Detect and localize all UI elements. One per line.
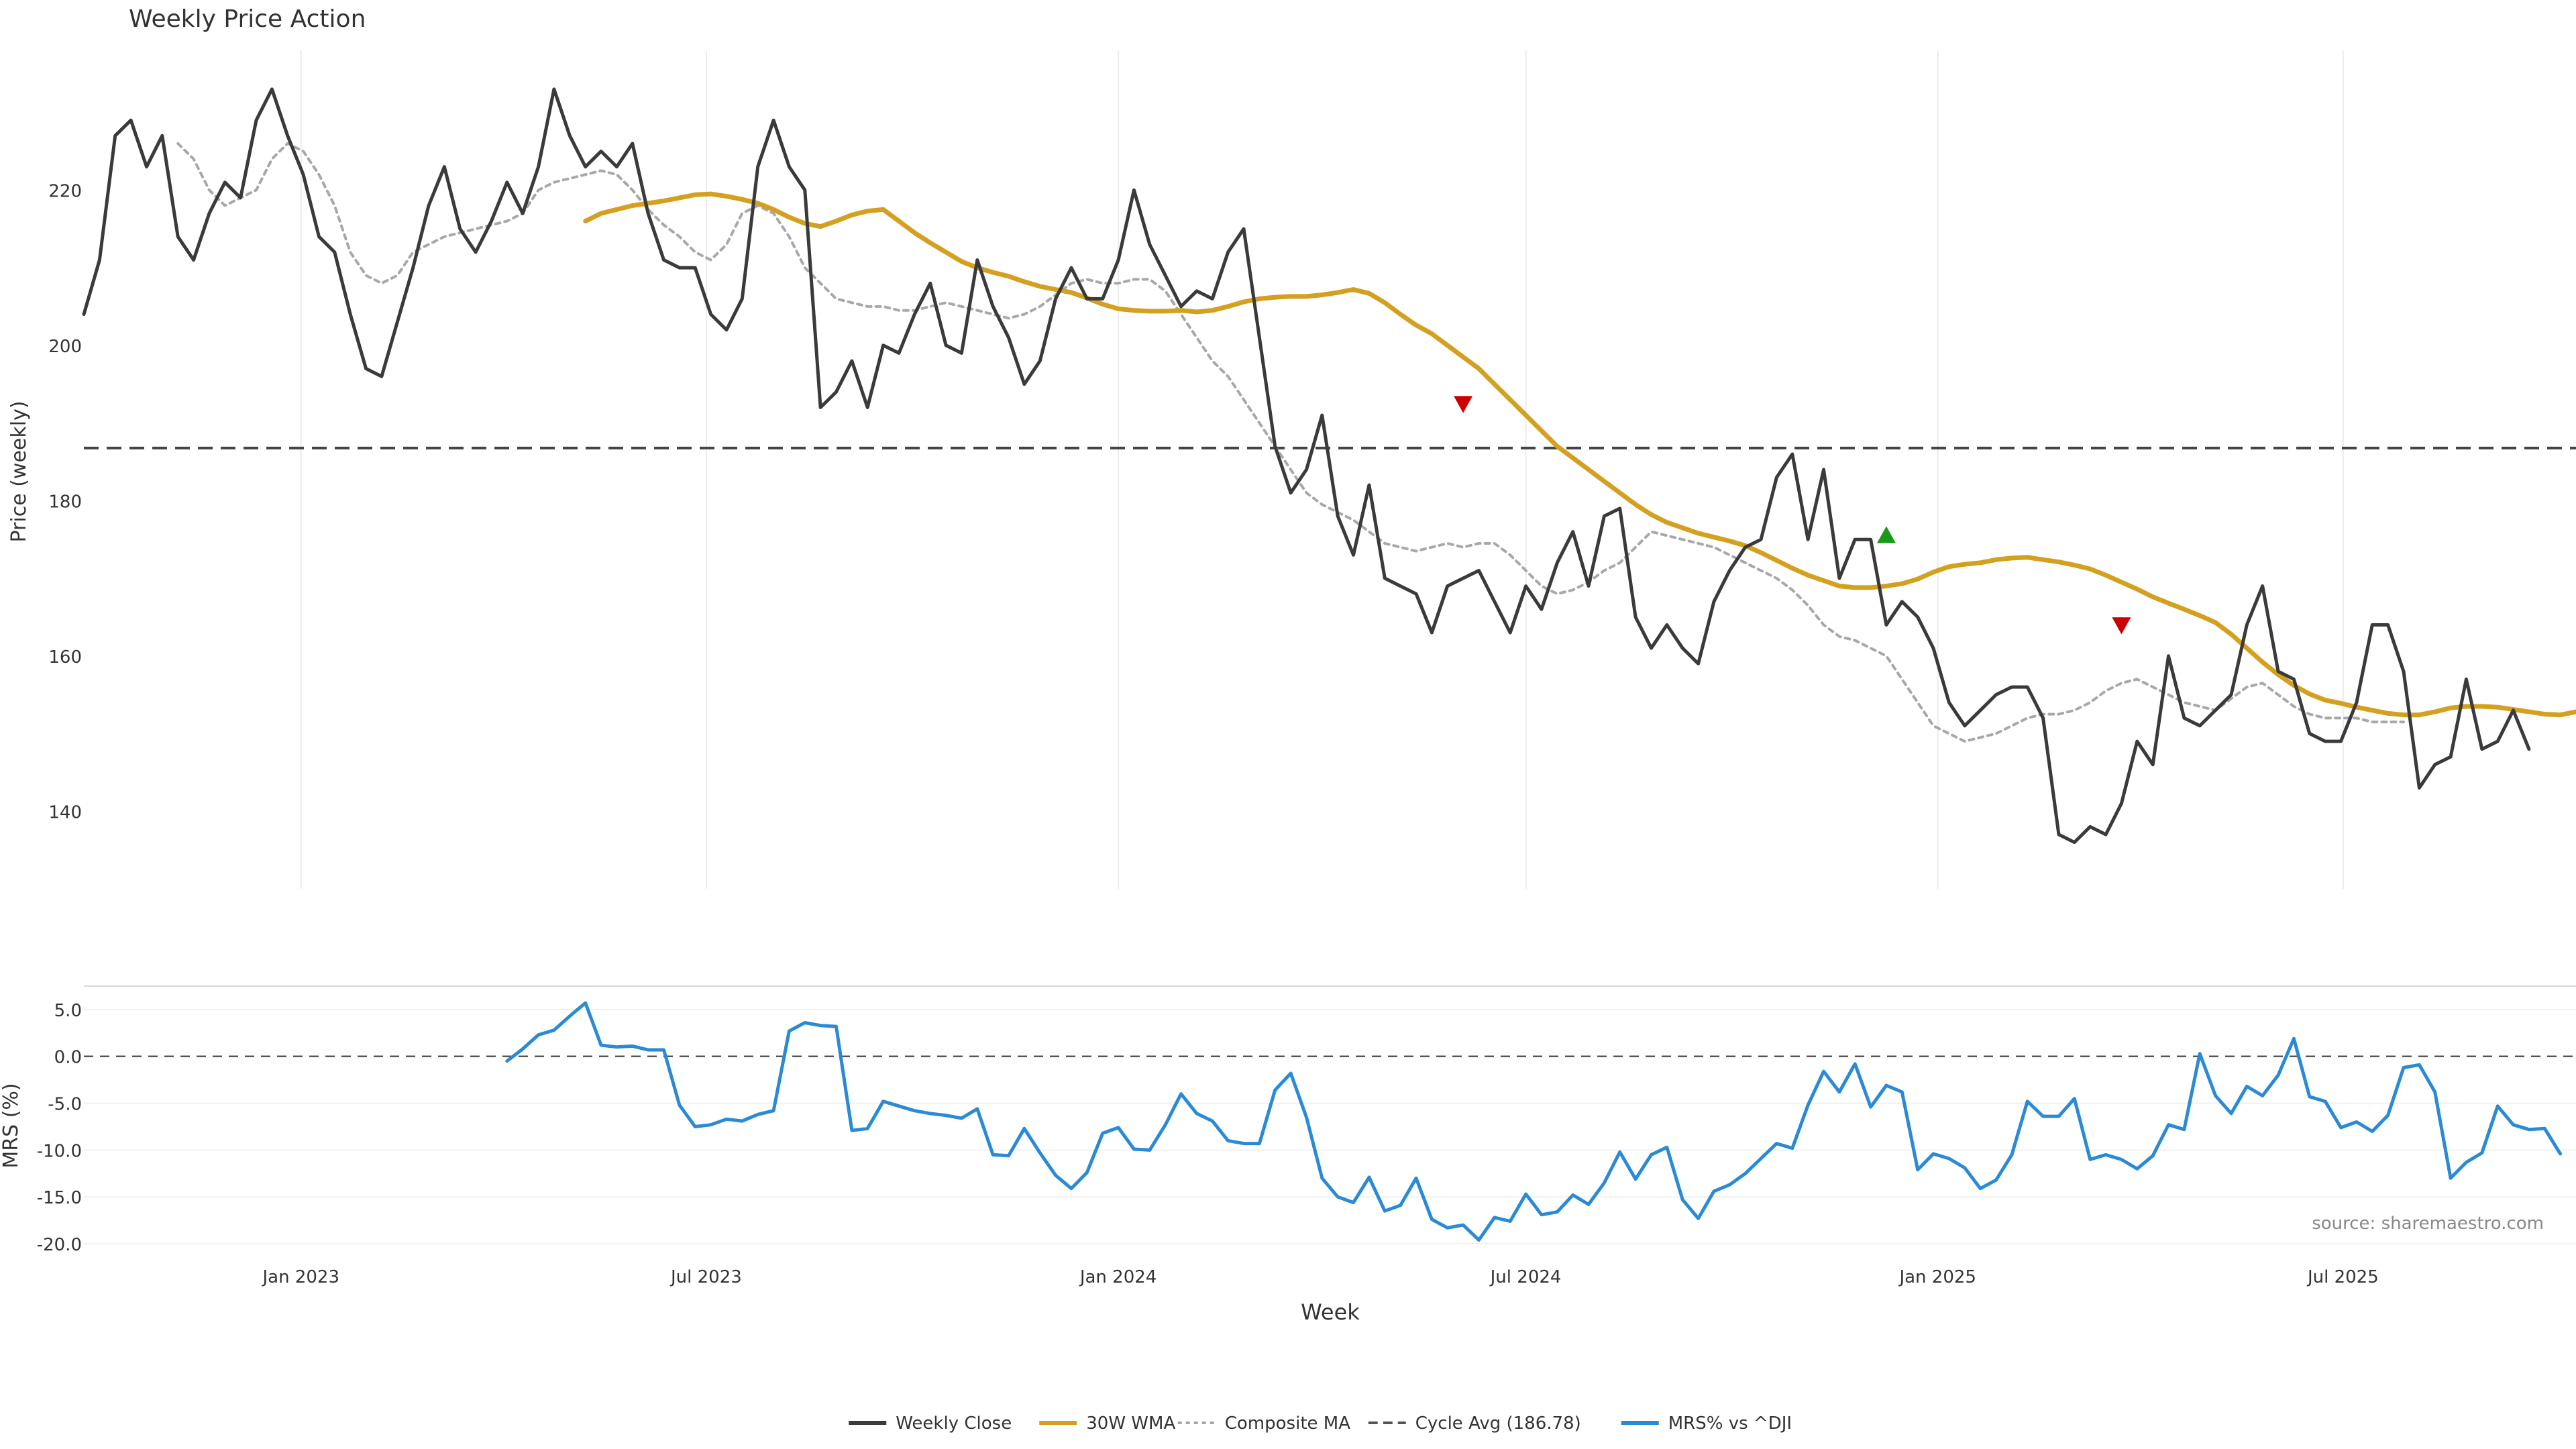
weekly-close-line (82, 87, 2531, 845)
legend-item: Composite MA (1177, 1413, 1350, 1434)
x-tick-label: Jan 2024 (1079, 1267, 1157, 1287)
legend-item: 30W WMA (1039, 1413, 1175, 1434)
mrs-line (505, 1001, 2563, 1242)
mrs-y-tick-label: 5.0 (54, 1001, 82, 1021)
price-y-tick-label: 220 (48, 181, 82, 201)
price-y-tick-label: 140 (48, 802, 82, 822)
x-tick-label: Jan 2025 (1898, 1267, 1976, 1287)
price-y-tick-label: 160 (48, 647, 82, 667)
source-annotation: source: sharemaestro.com (2312, 1214, 2544, 1234)
legend-label: Cycle Avg (186.78) (1415, 1413, 1581, 1434)
legend-item: Weekly Close (849, 1413, 1012, 1434)
price-y-axis-label: Price (weekly) (7, 400, 31, 542)
mrs-y-tick-label: -15.0 (37, 1188, 82, 1208)
legend-label: Composite MA (1225, 1413, 1350, 1434)
composite-ma-line (176, 142, 2405, 743)
price-y-tick-label: 180 (48, 492, 82, 512)
legend: Weekly Close 30W WMA Composite MA Cycle Avg… (849, 1413, 1792, 1434)
buy-signal-marker (1876, 526, 1896, 543)
legend-label: Weekly Close (896, 1413, 1012, 1434)
x-axis-label: Week (1301, 1299, 1360, 1325)
mrs-panel-gridlines (84, 985, 2576, 1245)
x-tick-label: Jul 2025 (2306, 1267, 2379, 1287)
mrs-y-tick-label: -20.0 (37, 1235, 82, 1255)
mrs-series (505, 1001, 2563, 1242)
wma-30w-line (583, 191, 2576, 718)
x-tick-label: Jul 2023 (669, 1267, 742, 1287)
legend-label: MRS% vs ^DJI (1668, 1413, 1792, 1434)
mrs-y-tick-label: 0.0 (54, 1048, 82, 1068)
mrs-y-tick-label: -10.0 (37, 1141, 82, 1161)
x-tick-label: Jan 2023 (262, 1267, 340, 1287)
legend-item: MRS% vs ^DJI (1621, 1413, 1792, 1434)
legend-item: Cycle Avg (186.78) (1368, 1413, 1581, 1434)
price-panel-gridlines (84, 50, 2576, 889)
mrs-y-tick-labels: -20.0 -15.0 -10.0 -5.0 0.0 5.0 (37, 1001, 82, 1255)
legend-label: 30W WMA (1086, 1413, 1175, 1434)
x-tick-label: Jul 2024 (1489, 1267, 1562, 1287)
signal-markers (1454, 396, 2131, 635)
mrs-y-axis-label: MRS (%) (0, 1083, 23, 1168)
mrs-y-tick-label: -5.0 (48, 1095, 82, 1115)
price-y-tick-label: 200 (48, 337, 82, 357)
chart-title: Weekly Price Action (129, 5, 366, 33)
price-series (82, 87, 2576, 845)
sell-signal-marker (1454, 396, 1473, 413)
x-tick-labels: Jan 2023 Jul 2023 Jan 2024 Jul 2024 Jan 2025… (262, 1267, 2379, 1287)
sell-signal-marker (2112, 617, 2131, 635)
price-y-tick-labels: 140 160 180 200 220 (48, 181, 82, 822)
